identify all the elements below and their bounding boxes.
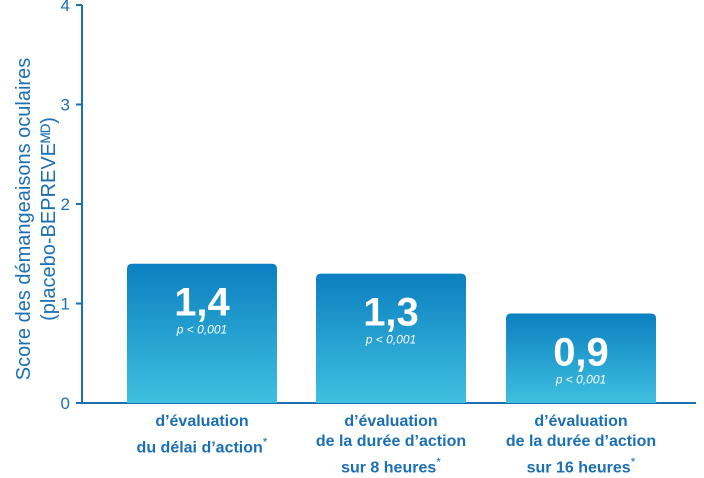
bar-pvalue-label: p < 0,001 — [365, 333, 416, 347]
bar — [316, 273, 466, 403]
bar-group: 1,4p < 0,001 — [127, 263, 277, 403]
bar-value-label: 0,9 — [553, 330, 609, 374]
bar-pvalue-label: p < 0,001 — [176, 323, 227, 337]
category-label-line: sur 16 heures* — [526, 455, 636, 477]
category-label: d’évaluation de la durée d’action sur 8 he… — [291, 412, 491, 478]
bar-value-label: 1,4 — [174, 281, 230, 325]
category-label-line: de la durée d’action — [505, 433, 657, 450]
footnote-marker: * — [262, 435, 268, 449]
bar — [127, 263, 277, 403]
footnote-marker: * — [630, 455, 636, 469]
category-label: d’évaluation de la durée d’action sur 16 h… — [481, 412, 681, 478]
y-tick-label: 0 — [61, 394, 70, 413]
y-tick-label: 1 — [61, 295, 70, 314]
bar-pvalue-label: p < 0,001 — [555, 372, 606, 386]
bar-group: 1,3p < 0,001 — [316, 273, 466, 403]
category-label-line: d’évaluation — [155, 413, 249, 430]
category-label-line: d’évaluation — [534, 413, 628, 430]
footnote-marker: * — [436, 455, 441, 469]
y-tick-label: 4 — [61, 0, 70, 15]
category-label-line: de la durée d’action — [315, 433, 467, 450]
y-axis-label: Score des démangeaisons oculaires (place… — [12, 29, 68, 409]
y-tick-label: 2 — [61, 195, 70, 214]
y-axis-label-line-1: Score des démangeaisons oculaires — [13, 57, 35, 381]
y-tick-label: 3 — [61, 96, 70, 115]
bar-group: 0,9p < 0,001 — [506, 313, 656, 403]
category-label-line: d’évaluation — [344, 413, 438, 430]
category-label-line: du délai d’action* — [136, 435, 268, 457]
category-label-line: sur 8 heures* — [341, 455, 441, 477]
bar — [506, 313, 656, 403]
category-label: d’évaluation du délai d’action* — [102, 412, 302, 458]
bar-value-label: 1,3 — [363, 291, 419, 335]
y-axis-label-line-2: (placebo-BEPREVEᴹᴰ) — [38, 117, 60, 321]
